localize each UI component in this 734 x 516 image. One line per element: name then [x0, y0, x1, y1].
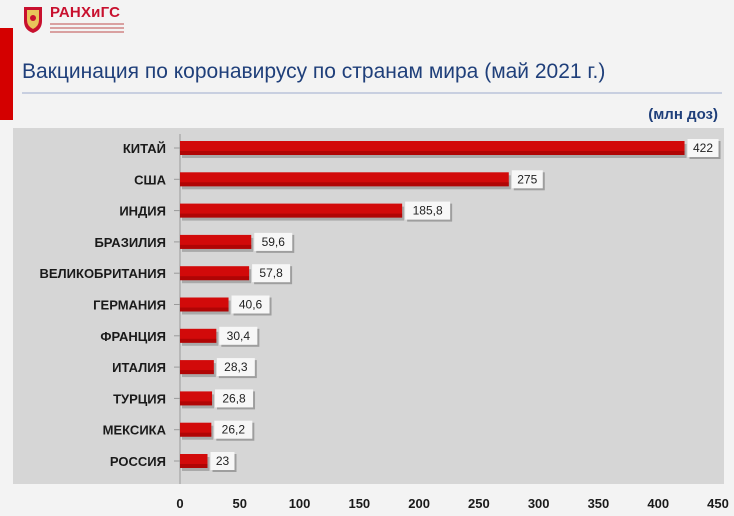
value-label: 59,6 — [262, 235, 286, 249]
x-tick-label: 400 — [647, 496, 669, 511]
value-label-box — [405, 201, 451, 220]
value-label: 30,4 — [227, 329, 251, 343]
page-title: Вакцинация по коронавирусу по странам ми… — [22, 60, 606, 83]
category-label: РОССИЯ — [110, 454, 166, 469]
value-label-box — [231, 295, 270, 314]
value-label-box — [254, 232, 293, 251]
logo-subtitle-lines — [50, 21, 124, 33]
value-label-box — [216, 358, 255, 377]
bar-underside — [180, 338, 217, 343]
category-label: КИТАЙ — [123, 141, 166, 156]
category-label: ФРАНЦИЯ — [100, 329, 166, 344]
value-label: 275 — [517, 172, 537, 186]
category-label: ТУРЦИЯ — [113, 391, 166, 406]
value-label-box — [210, 452, 235, 470]
value-label-box — [252, 264, 291, 283]
category-label: США — [134, 172, 166, 187]
value-label-box — [214, 420, 253, 439]
units-label: (млн доз) — [648, 106, 718, 123]
bar-underside — [180, 244, 252, 249]
x-tick-label: 200 — [408, 496, 430, 511]
value-label-box — [219, 326, 258, 345]
bar-underside — [180, 151, 685, 155]
value-label: 40,6 — [239, 298, 263, 312]
value-label-box — [687, 139, 719, 157]
left-accent-bar — [0, 28, 13, 120]
bar-underside — [180, 307, 229, 312]
value-label: 26,2 — [222, 423, 246, 437]
category-label: ВЕЛИКОБРИТАНИЯ — [39, 266, 166, 281]
x-tick-label: 350 — [588, 496, 610, 511]
x-tick-label: 0 — [176, 496, 183, 511]
value-label: 28,3 — [224, 360, 248, 374]
bar-underside — [180, 370, 214, 375]
value-label-box — [215, 389, 254, 408]
bar-underside — [180, 213, 403, 218]
logo: РАНХиГС — [22, 4, 124, 34]
value-label: 23 — [216, 454, 230, 468]
bar-underside — [180, 276, 250, 281]
bar-underside — [180, 182, 509, 187]
value-label-box — [511, 170, 543, 189]
x-tick-label: 150 — [348, 496, 370, 511]
x-tick-label: 50 — [233, 496, 247, 511]
category-label: МЕКСИКА — [103, 423, 167, 438]
title-rule — [22, 92, 722, 94]
x-tick-label: 250 — [468, 496, 490, 511]
x-tick-label: 300 — [528, 496, 550, 511]
value-label: 26,8 — [222, 391, 246, 405]
logo-name: РАНХиГС — [50, 4, 121, 21]
value-label: 57,8 — [259, 266, 283, 280]
bar-underside — [180, 401, 213, 406]
bar-underside — [180, 432, 212, 437]
category-label: ГЕРМАНИЯ — [93, 298, 166, 313]
value-label: 185,8 — [413, 204, 443, 218]
category-label: ИТАЛИЯ — [112, 360, 166, 375]
value-label: 422 — [693, 141, 713, 155]
category-label: БРАЗИЛИЯ — [94, 235, 166, 250]
x-tick-label: 100 — [289, 496, 311, 511]
emblem-icon — [24, 7, 42, 33]
category-label: ИНДИЯ — [119, 204, 166, 219]
x-tick-label: 450 — [707, 496, 729, 511]
bar-underside — [180, 464, 208, 468]
